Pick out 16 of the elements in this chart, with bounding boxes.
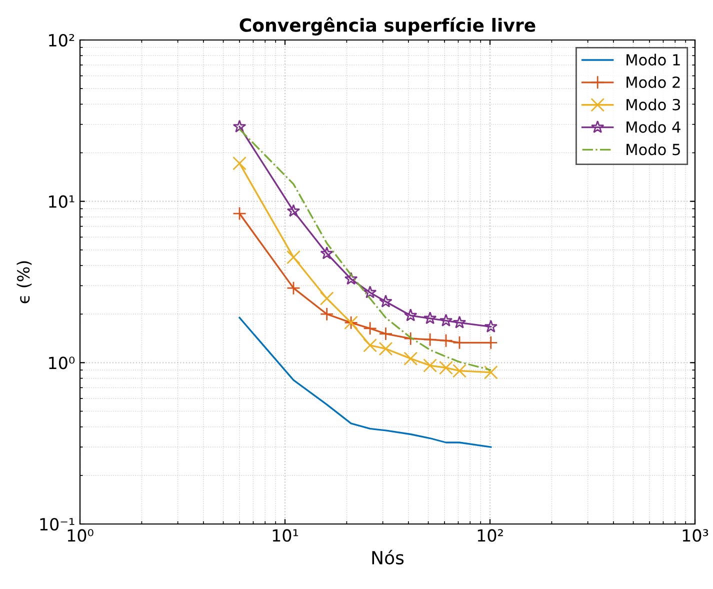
legend-label: Modo 3 (626, 98, 680, 110)
y-axis-title: ϵ (%) (16, 261, 32, 304)
x-tick-label: 10³ (682, 529, 708, 542)
chart-title: Convergência superfície livre (240, 17, 536, 36)
legend-label: Modo 1 (626, 54, 680, 66)
x-axis-title: Nós (372, 550, 404, 565)
x-tick-label: 10⁰ (68, 529, 94, 542)
y-tick-label: 10² (49, 34, 74, 47)
y-tick-label: 10¹ (49, 195, 74, 208)
y-tick-label: 10⁰ (49, 356, 75, 370)
legend-label: Modo 5 (626, 143, 680, 156)
y-tick-label: 10⁻¹ (40, 518, 74, 531)
x-tick-label: 10¹ (272, 529, 298, 542)
x-tick-label: 10² (478, 529, 503, 542)
legend-label: Modo 2 (626, 76, 680, 88)
legend-label: Modo 4 (626, 121, 680, 133)
